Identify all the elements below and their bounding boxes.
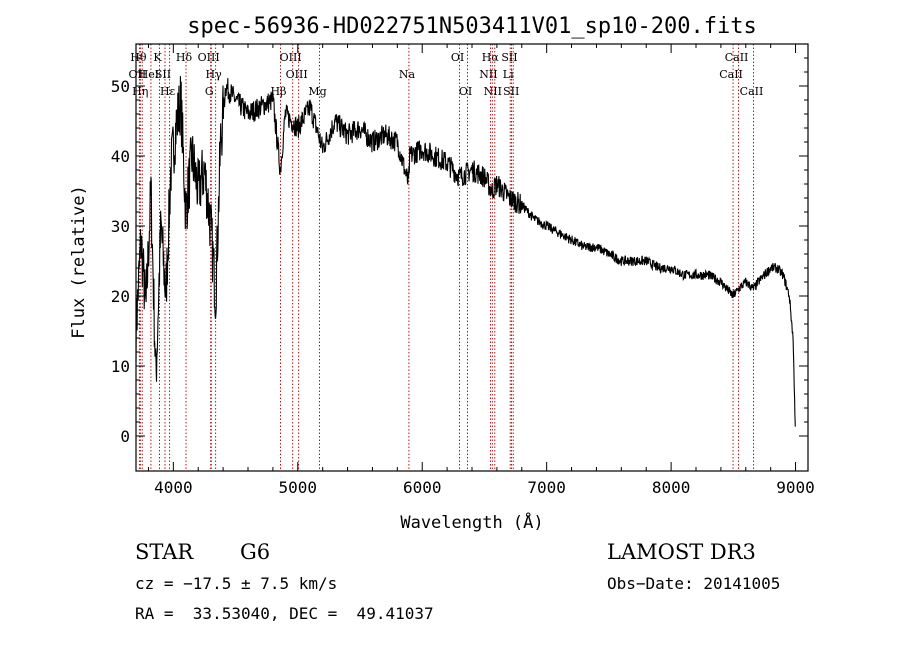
redshift-cz: cz = −17.5 ± 7.5 km/s [135,574,338,593]
line-marker-label-17: OI [459,85,472,98]
line-marker-label-4: K [153,51,162,64]
line-marker-label-21: Li [503,68,514,81]
line-marker-label-7: Hδ [176,51,193,64]
line-marker-label-24: CaII [719,68,743,81]
line-marker-label-2: Hη [132,85,148,98]
object-type: STAR [135,540,194,564]
line-marker-label-10: G [205,85,214,98]
line-marker-label-13: OIII [286,68,308,81]
line-marker-label-11: Hβ [271,85,287,98]
line-marker-label-16: OI [451,51,464,64]
line-marker-label-1: OII [129,68,147,81]
line-marker-label-9: Hγ [206,68,223,81]
line-marker-label-12: OIII [280,51,302,64]
y-axis-label: Flux (relative) [69,185,89,339]
line-marker-label-18: Hα [482,51,500,64]
chart-title: spec-56936-HD022751N503411V01_sp10-200.f… [187,14,757,39]
y-tick-label: 30 [111,217,130,236]
x-tick-label: 5000 [279,478,318,497]
ra-dec-coordinates: RA = 33.53040, DEC = 49.41037 [135,604,434,623]
observation-date: Obs−Date: 20141005 [607,574,781,593]
line-marker-label-3: HeI [139,68,159,81]
subclass: G6 [240,540,271,564]
line-marker-label-20: NII [484,85,502,98]
survey-name: LAMOST DR3 [607,540,756,564]
y-tick-label: 50 [111,77,130,96]
x-tick-label: 8000 [652,478,691,497]
x-tick-label: 6000 [403,478,442,497]
line-marker-label-25: CaII [725,51,749,64]
line-marker-label-8: OIII [198,51,220,64]
y-tick-label: 20 [111,287,130,306]
line-marker-label-5: SII [155,68,171,81]
plot-frame [135,43,809,472]
x-axis-label: Wavelength (Å) [400,511,543,533]
line-marker-label-6: Hε [160,85,176,98]
line-marker-label-15: Na [399,68,416,81]
y-tick-label: 0 [120,427,130,446]
axis-ticks: 4000 5000 6000 7000 8000 9000 0 10 20 30 40 50 [111,44,815,497]
line-marker-label-23: SII [503,85,519,98]
line-marker-label-19: NII [479,68,497,81]
line-marker-label-26: CaII [740,85,764,98]
y-tick-label: 40 [111,147,130,166]
line-marker-label-14: Mg [308,85,326,98]
x-tick-label: 9000 [776,478,815,497]
line-marker-label-22: SII [501,51,517,64]
x-tick-label: 4000 [154,478,193,497]
y-tick-label: 10 [111,357,130,376]
flux-series-line [135,76,796,427]
x-tick-label: 7000 [527,478,566,497]
